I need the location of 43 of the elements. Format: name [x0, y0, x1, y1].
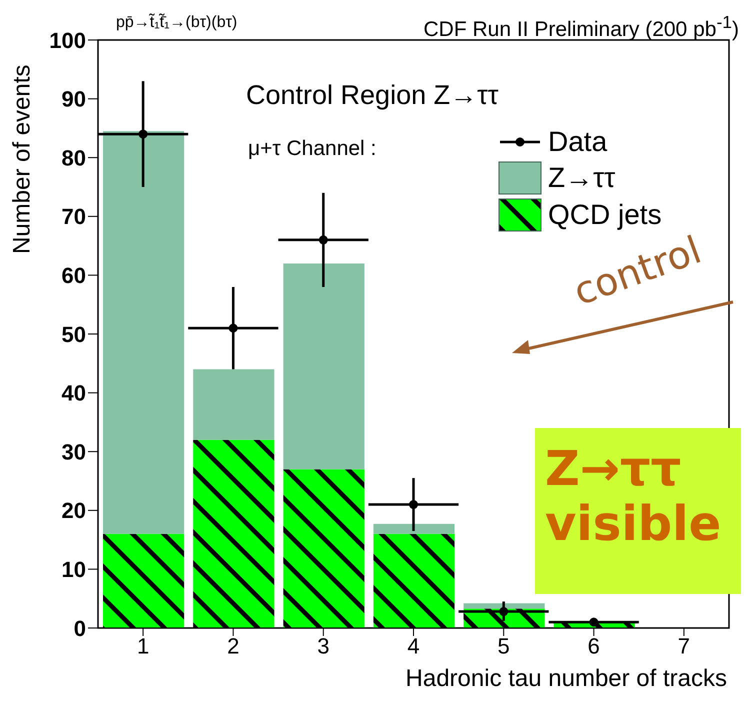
legend-label: Data: [548, 126, 608, 158]
point: [318, 235, 328, 244]
x-tick-label: 1: [136, 634, 150, 659]
x-axis-title: Hadronic tau number of tracks: [406, 665, 727, 692]
x-tick-label: 4: [407, 634, 420, 659]
chart-subtitle: pp̄→t̃₁t̃̄₁→(bτ)(bτ): [116, 14, 238, 32]
legend-label: QCD jets: [548, 199, 662, 231]
y-tick-label: 60: [62, 263, 86, 288]
annotation: Z→ττ visible: [535, 428, 741, 594]
point: [138, 130, 148, 139]
legend-label: Z→ττ: [548, 162, 616, 194]
point: [499, 607, 508, 616]
y-tick-label: 80: [62, 145, 86, 170]
x-tick-label: 2: [227, 634, 240, 659]
x-tick-label: 3: [317, 634, 330, 659]
bar: [464, 603, 545, 609]
y-tick-label: 90: [62, 86, 86, 112]
y-axis-title: Number of events: [8, 64, 36, 254]
bar: [103, 131, 184, 534]
y-tick-label: 20: [62, 498, 86, 524]
bar: [103, 534, 184, 628]
point: [228, 324, 238, 333]
x-tick-label: 7: [678, 634, 690, 659]
y-tick-label: 0: [74, 616, 86, 641]
bar: [373, 524, 455, 534]
bar: [283, 469, 364, 628]
y-tick-label: 100: [49, 28, 86, 53]
y-tick-label: 50: [62, 322, 86, 347]
bar: [193, 369, 274, 440]
bar: [283, 263, 364, 470]
y-tick-label: 30: [62, 439, 86, 464]
point: [589, 618, 598, 627]
annotation: μ+τ Channel :: [248, 137, 376, 161]
y-tick-label: 10: [62, 557, 86, 582]
bar: [193, 440, 274, 628]
bar: [373, 534, 455, 628]
annotation: Control Region Z→ττ: [246, 80, 498, 111]
x-tick-label: 5: [498, 634, 510, 659]
y-tick-label: 40: [62, 380, 86, 406]
chart-title: CDF Run II Preliminary (200 pb$^{-1}$): [424, 12, 739, 42]
y-tick-label: 70: [62, 204, 86, 230]
point: [409, 500, 418, 510]
x-tick-label: 6: [588, 634, 600, 659]
